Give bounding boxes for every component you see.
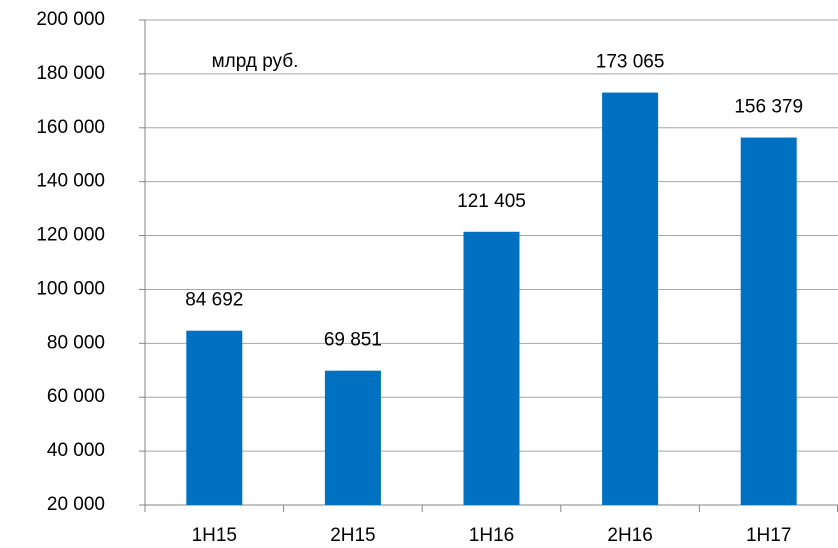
y-tick-label: 200 000 [36, 9, 105, 30]
x-tick-label: 1H17 [746, 525, 791, 546]
y-tick-label: 80 000 [47, 332, 105, 353]
y-tick-label: 100 000 [36, 278, 105, 299]
y-tick-label: 40 000 [47, 440, 105, 461]
value-label: 156 379 [734, 97, 803, 118]
y-tick-label: 140 000 [36, 171, 105, 192]
value-label: 69 851 [324, 330, 382, 351]
value-label: 173 065 [596, 52, 665, 73]
y-tick-label: 180 000 [36, 63, 105, 84]
x-tick-label: 2H16 [607, 525, 652, 546]
bar [186, 330, 243, 505]
unit-annotation: млрд руб. [212, 51, 299, 72]
bar [324, 370, 381, 505]
y-tick-label: 20 000 [47, 494, 105, 515]
bar [463, 231, 520, 505]
value-label: 84 692 [185, 290, 243, 311]
bar [602, 92, 659, 505]
value-label: 121 405 [457, 191, 526, 212]
y-tick-label: 60 000 [47, 386, 105, 407]
bar [740, 137, 797, 505]
y-tick-label: 120 000 [36, 225, 105, 246]
x-tick-label: 1H15 [192, 525, 237, 546]
x-tick-label: 2H15 [330, 525, 375, 546]
y-tick-label: 160 000 [36, 117, 105, 138]
x-tick-label: 1H16 [469, 525, 514, 546]
